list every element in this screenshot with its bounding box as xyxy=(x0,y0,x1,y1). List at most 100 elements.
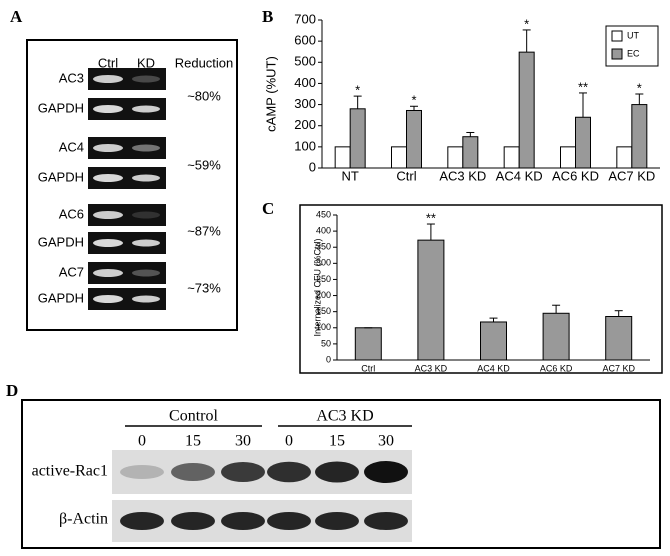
group-label: AC3 KD xyxy=(316,408,373,425)
gene-label: AC6 xyxy=(59,206,84,221)
y-tick-label: 500 xyxy=(294,54,316,69)
reduction-label: ~80% xyxy=(187,88,221,103)
bar xyxy=(391,146,407,169)
panel-label: A xyxy=(10,7,23,26)
x-tick-label: AC3 KD xyxy=(439,168,486,183)
y-tick-label: 200 xyxy=(316,290,331,300)
y-tick-label: 350 xyxy=(316,242,331,252)
significance: * xyxy=(411,93,416,108)
blot-band xyxy=(221,512,265,530)
y-tick-label: 0 xyxy=(326,354,331,364)
y-tick-label: 600 xyxy=(294,33,316,48)
gel xyxy=(88,288,166,310)
y-axis-label: cAMP (%UT) xyxy=(263,56,278,132)
blot-band xyxy=(221,462,265,482)
lane-label: 30 xyxy=(378,433,394,450)
bar xyxy=(542,312,570,361)
reduction-label: ~73% xyxy=(187,280,221,295)
blot-band xyxy=(120,512,164,530)
panel-label: D xyxy=(6,381,18,400)
legend-label: UT xyxy=(627,30,639,40)
blot-band xyxy=(171,512,215,530)
gene-label: AC4 xyxy=(59,139,84,154)
lane-label: 15 xyxy=(185,433,201,450)
bar xyxy=(349,108,366,169)
bar xyxy=(406,109,422,169)
band xyxy=(93,211,123,219)
gene-label: AC7 xyxy=(59,264,84,279)
y-tick-label: 450 xyxy=(316,209,331,219)
x-tick-label: AC3 KD xyxy=(415,363,448,373)
x-tick-label: AC7 KD xyxy=(608,168,655,183)
significance: ** xyxy=(578,79,588,94)
bar xyxy=(334,146,351,169)
y-tick-label: 0 xyxy=(309,159,316,174)
x-tick-label: AC7 KD xyxy=(602,363,635,373)
bar xyxy=(616,146,633,169)
band xyxy=(132,105,160,113)
blot-band xyxy=(267,512,311,530)
x-tick-label: AC6 KD xyxy=(552,168,599,183)
gel xyxy=(88,98,166,120)
band xyxy=(93,239,123,247)
band xyxy=(93,295,123,303)
band xyxy=(132,174,160,182)
gene-label: GAPDH xyxy=(38,290,84,305)
band xyxy=(93,174,123,182)
band xyxy=(132,239,160,247)
legend-swatch xyxy=(611,48,623,60)
panel-label: B xyxy=(262,7,273,26)
significance: * xyxy=(637,80,642,95)
column-header: Ctrl xyxy=(98,55,118,70)
y-tick-label: 300 xyxy=(294,96,316,111)
lane-label: 0 xyxy=(285,433,293,450)
gel xyxy=(88,137,166,159)
band xyxy=(132,295,160,303)
column-header: KD xyxy=(137,55,155,70)
gel xyxy=(88,204,166,226)
gel xyxy=(88,232,166,254)
reduction-label: ~87% xyxy=(187,223,221,238)
gel xyxy=(88,167,166,189)
y-tick-label: 250 xyxy=(316,274,331,284)
y-tick-label: 300 xyxy=(316,258,331,268)
column-header: Reduction xyxy=(175,55,234,70)
panel-c-frame xyxy=(299,204,663,374)
significance: ** xyxy=(426,210,436,225)
y-tick-label: 200 xyxy=(294,117,316,132)
x-tick-label: AC6 KD xyxy=(540,363,573,373)
y-tick-label: 150 xyxy=(316,306,331,316)
x-tick-label: NT xyxy=(341,168,358,183)
y-tick-label: 100 xyxy=(294,138,316,153)
legend-label: EC xyxy=(627,48,640,58)
panel-a-frame xyxy=(26,39,238,331)
blot-band xyxy=(315,512,359,530)
row-label: active-Rac1 xyxy=(32,463,108,480)
gel xyxy=(88,68,166,90)
gene-label: GAPDH xyxy=(38,234,84,249)
x-tick-label: AC4 KD xyxy=(477,363,510,373)
band xyxy=(132,144,160,152)
y-tick-label: 400 xyxy=(294,75,316,90)
blot-band xyxy=(120,465,164,479)
lane-label: 15 xyxy=(329,433,345,450)
blot-band xyxy=(364,512,408,530)
band xyxy=(93,75,123,83)
group-label: Control xyxy=(169,408,218,425)
row-label: β-Actin xyxy=(59,511,108,528)
blot-band xyxy=(267,461,311,483)
band xyxy=(93,144,123,152)
bar xyxy=(503,146,520,169)
blot-band xyxy=(364,461,408,483)
bar xyxy=(631,104,648,169)
x-tick-label: AC4 KD xyxy=(496,168,543,183)
lane-label: 0 xyxy=(138,433,146,450)
gel xyxy=(88,262,166,284)
bar xyxy=(354,327,382,361)
bar xyxy=(605,316,633,361)
y-tick-label: 100 xyxy=(316,322,331,332)
y-tick-label: 700 xyxy=(294,11,316,26)
gene-label: GAPDH xyxy=(38,100,84,115)
y-tick-label: 400 xyxy=(316,225,331,235)
